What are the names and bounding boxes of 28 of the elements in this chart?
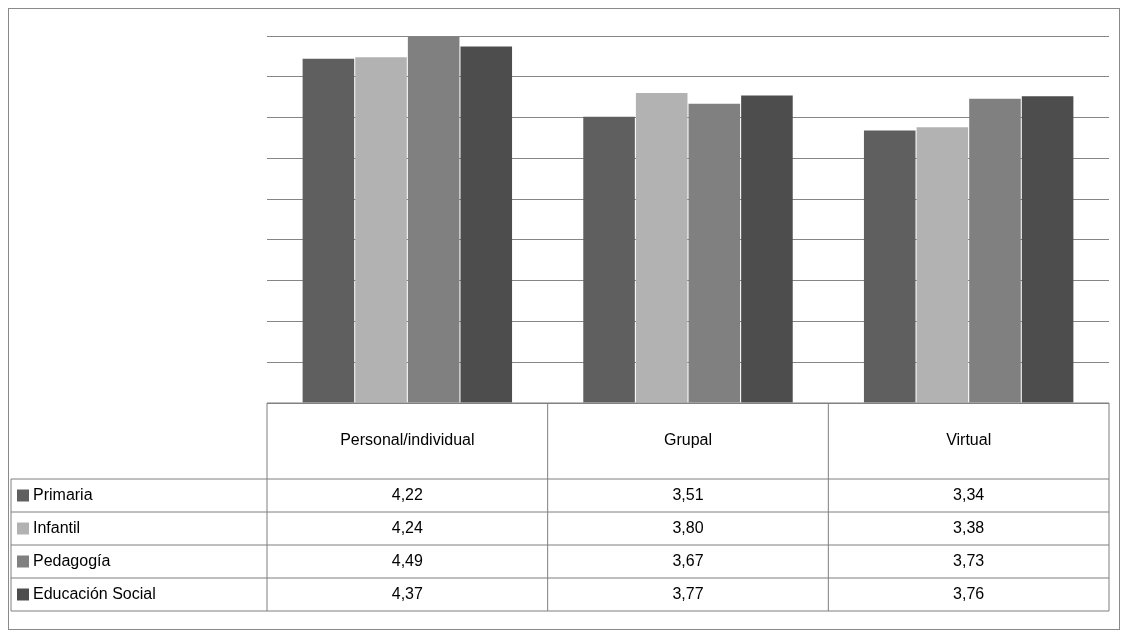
data-label: 4,24 [391, 518, 424, 536]
legend-label: Primaria [33, 485, 93, 503]
data-label: 3,67 [672, 551, 704, 569]
data-label: 4,22 [391, 485, 424, 503]
data-label: 3,80 [672, 518, 704, 536]
x-tick-label: Grupal [663, 431, 713, 449]
data-label: 3,38 [953, 518, 985, 536]
data-label: 4,49 [391, 551, 424, 569]
bar [583, 116, 635, 403]
bar [355, 57, 407, 403]
bar [741, 95, 793, 403]
legend-label: Pedagogía [33, 551, 111, 569]
data-label: 3,51 [672, 485, 704, 503]
bar [863, 130, 916, 403]
x-tick-label: Virtual [946, 431, 992, 449]
bar [1021, 96, 1074, 403]
legend-label: Infantil [33, 518, 81, 536]
bar [460, 46, 513, 403]
bar [635, 93, 688, 403]
data-label: 3,77 [672, 584, 704, 602]
x-tick-label: Personal/individual [340, 431, 475, 449]
data-label: 3,76 [953, 584, 985, 602]
data-label: 3,34 [953, 485, 985, 503]
data-label: 3,73 [953, 551, 985, 569]
bar [916, 127, 969, 403]
bar [302, 58, 355, 403]
data-label: 4,37 [391, 584, 424, 602]
legend-label: Educación Social [33, 584, 156, 602]
